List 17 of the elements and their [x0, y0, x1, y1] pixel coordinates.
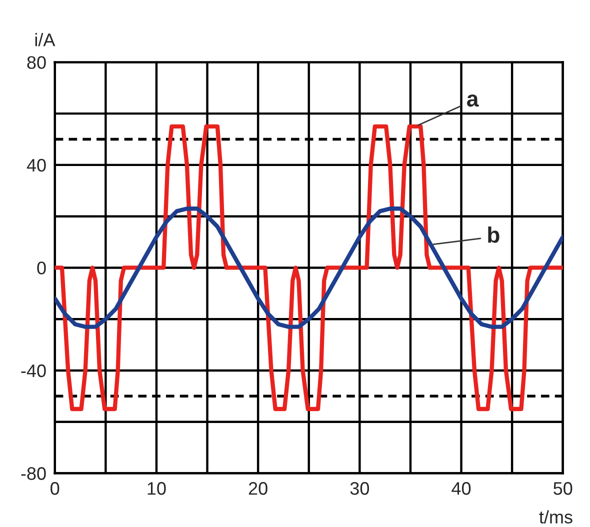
- y-tick-label: -40: [21, 364, 46, 378]
- x-tick-label: 10: [148, 482, 166, 495]
- x-tick-label: 20: [248, 482, 268, 495]
- y-axis-title: i/A: [35, 33, 56, 46]
- y-tick-label: 0: [37, 262, 46, 274]
- x-tick-label: 0: [50, 482, 60, 495]
- x-tick-label: 40: [452, 482, 471, 495]
- annotation: b: [488, 226, 500, 243]
- x-axis-title: t/ms: [539, 510, 572, 524]
- line-series: [54, 206, 563, 329]
- annotation: a: [466, 94, 479, 107]
- y-tick-label: -80: [21, 467, 46, 480]
- x-tick-label: 50: [554, 482, 572, 495]
- y-tick-label: 40: [26, 158, 46, 172]
- x-tick-label: 30: [350, 482, 369, 495]
- y-tick-label: 80: [27, 56, 46, 69]
- line-series: [54, 124, 563, 412]
